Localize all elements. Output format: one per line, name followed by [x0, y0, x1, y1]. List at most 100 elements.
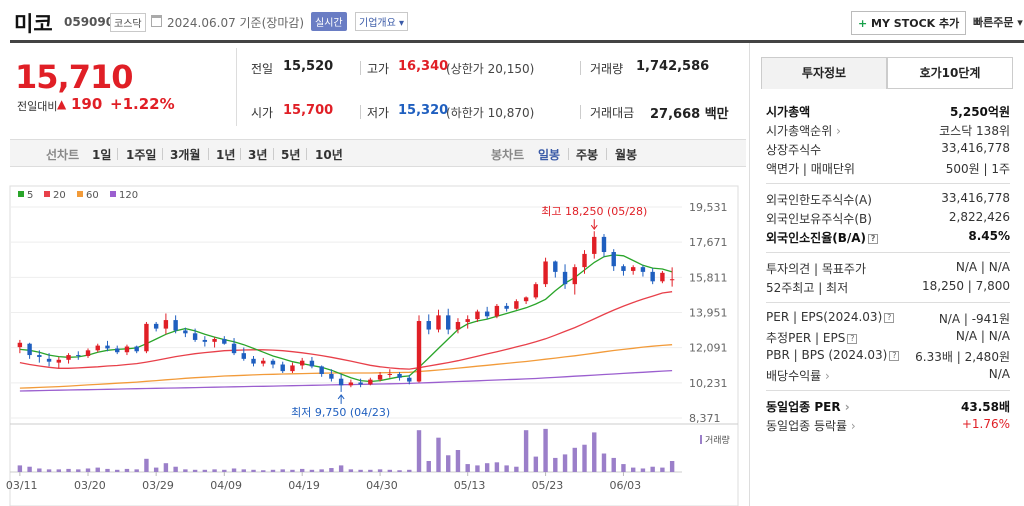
candle-daily[interactable]: 일봉	[538, 148, 561, 162]
help-icon[interactable]: ?	[847, 334, 858, 344]
info-label-text: 외국인보유주식수(B)	[766, 212, 872, 226]
period-1d[interactable]: 1일	[92, 148, 112, 162]
volume-bar	[621, 464, 626, 472]
y-tick-label: 10,231	[689, 377, 728, 390]
candle-body	[426, 321, 431, 330]
high-annotation: 최고 18,250 (05/28)	[541, 205, 647, 218]
candle-body	[475, 311, 480, 320]
divider	[360, 105, 361, 119]
section-divider	[766, 390, 1010, 391]
calendar-icon	[151, 15, 162, 27]
info-label-text: 상장주식수	[766, 143, 822, 157]
help-icon[interactable]: ?	[884, 313, 895, 323]
info-label[interactable]: 동일업종 등락률 ›	[766, 417, 856, 434]
add-mystock-button[interactable]: + MY STOCK 추가	[851, 11, 967, 35]
candle-body	[251, 358, 256, 364]
y-tick-label: 8,371	[689, 412, 721, 425]
info-label[interactable]: 시가총액순위 ›	[766, 122, 841, 139]
info-value: 2,822,426	[948, 210, 1010, 224]
volume-bar	[290, 469, 295, 472]
volume-bar	[222, 469, 227, 472]
legend-swatch	[18, 191, 24, 197]
divider	[236, 48, 237, 126]
period-5y[interactable]: 5년	[281, 148, 301, 162]
info-value: 8.45%	[968, 229, 1010, 243]
info-label: 시가총액	[766, 103, 810, 120]
lower-limit: (하한가 10,870)	[446, 106, 535, 120]
help-icon[interactable]: ?	[889, 351, 900, 361]
volume-bar	[660, 467, 665, 472]
period-1w[interactable]: 1주일	[126, 148, 157, 162]
candle-body	[66, 355, 71, 360]
info-value: 500원 | 1주	[945, 162, 1010, 176]
volume-legend-label: 거래량	[705, 434, 730, 446]
company-info-dropdown[interactable]: 기업개요 ▾	[355, 12, 408, 31]
x-tick-label: 04/09	[210, 479, 242, 492]
quick-order-button[interactable]: 빠른주문 ▾	[973, 16, 1023, 29]
y-tick-label: 13,951	[689, 307, 728, 320]
volume-bar	[397, 470, 402, 472]
volume-bar	[212, 469, 217, 472]
low-annotation: 최저 9,750 (04/23)	[291, 406, 390, 419]
amount-value: 27,668 백만	[650, 107, 729, 122]
candle-body	[630, 267, 636, 271]
candle-body	[319, 366, 324, 374]
volume-bar	[124, 468, 130, 472]
volume-bar	[416, 430, 422, 472]
volume-bar	[407, 469, 412, 472]
legend-label: 120	[119, 190, 138, 201]
legend-label: 5	[27, 190, 33, 201]
period-1y[interactable]: 1년	[216, 148, 236, 162]
volume-bar	[144, 458, 149, 472]
volume-bar	[348, 469, 354, 472]
help-icon[interactable]: ?	[868, 234, 879, 244]
volume-bar	[46, 469, 52, 472]
candle-body	[611, 252, 616, 267]
candle-body	[329, 373, 334, 379]
volume-bar	[241, 469, 246, 472]
high-arrow-head-icon	[590, 224, 598, 231]
info-label[interactable]: 배당수익률 ›	[766, 367, 830, 384]
volume-bar	[475, 465, 480, 472]
candle-body	[338, 378, 344, 386]
candle-body	[27, 343, 32, 356]
volume-bar	[368, 469, 373, 472]
volume-bar	[231, 468, 237, 472]
candle-body	[601, 236, 607, 253]
volume-bar	[387, 469, 393, 472]
upper-limit: (상한가 20,150)	[446, 62, 535, 76]
period-3y[interactable]: 3년	[248, 148, 268, 162]
candle-monthly[interactable]: 월봉	[615, 148, 638, 162]
volume-bar	[329, 468, 334, 472]
tab-hoga[interactable]: 호가10단계	[887, 57, 1013, 89]
volume-bar	[183, 469, 188, 472]
section-divider	[766, 252, 1010, 253]
y-tick-label: 12,091	[689, 342, 728, 355]
realtime-button[interactable]: 실시간	[311, 12, 347, 31]
period-3m[interactable]: 3개월	[170, 148, 201, 162]
volume-bar	[601, 453, 607, 472]
candle-weekly[interactable]: 주봉	[576, 148, 599, 162]
info-label-text: 동일업종 등락률	[766, 419, 848, 433]
candle-body	[144, 323, 149, 352]
info-label[interactable]: 동일업종 PER ›	[766, 398, 850, 415]
tab-invest-info[interactable]: 투자정보	[761, 57, 887, 89]
price-chart[interactable]: 19,531 17,671 15,811 13,951 12,091 10,231 8,37…	[0, 170, 748, 506]
ma120-line	[19, 369, 673, 392]
volume-bar	[465, 464, 470, 472]
period-10y[interactable]: 10년	[315, 148, 343, 162]
candle-body	[46, 358, 52, 362]
info-label: 52주최고 | 최저	[766, 279, 848, 296]
volume-bar	[85, 468, 91, 472]
period-bar: 선차트 1일 1주일 3개월 1년 3년 5년 10년 봉차트 일봉 주봉 월봉	[10, 139, 746, 167]
info-label: 외국인소진율(B/A)?	[766, 229, 879, 246]
candle-body	[76, 355, 81, 357]
volume-bar	[640, 468, 646, 472]
open-label: 시가	[251, 106, 274, 120]
up-triangle-icon: ▲	[57, 97, 67, 111]
volume-bar	[543, 428, 548, 472]
info-label-text: 52주최고 | 최저	[766, 281, 849, 295]
volume-bar	[17, 465, 23, 472]
high-value: 16,340	[398, 59, 449, 74]
volume-bar	[582, 444, 587, 472]
